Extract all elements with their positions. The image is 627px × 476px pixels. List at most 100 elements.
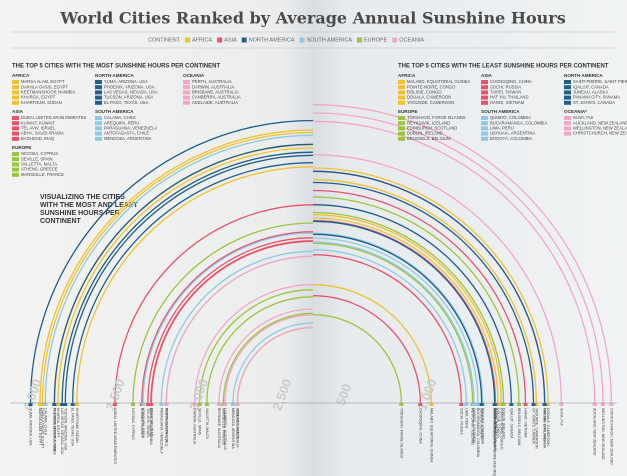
foot-label: TAIPEI, TAIWAN	[494, 408, 498, 435]
arc	[312, 249, 467, 404]
city-name: DAKHLA OASIS, EGYPT	[21, 84, 68, 89]
arc	[312, 181, 535, 404]
foot-label: SUVA, FIJI	[559, 408, 563, 426]
arc	[236, 326, 314, 404]
arc	[312, 314, 402, 404]
city-swatch	[398, 121, 405, 126]
foot-label: YAOUNDE, CAMEROON	[534, 408, 538, 449]
group-name: NORTH AMERICA	[95, 73, 135, 78]
group-name: SOUTH AMERICA	[95, 109, 134, 114]
legend-label: ASIA	[224, 37, 237, 43]
city-swatch	[564, 126, 571, 131]
arc	[41, 131, 314, 404]
foot-label: YUMA, ARIZONA, USA	[29, 408, 33, 446]
city-swatch	[12, 162, 19, 167]
city-name: DOUALA, CAMEROON	[407, 95, 451, 100]
foot-label: ABHA, SAUDI ARABIA	[149, 408, 153, 445]
city-swatch	[564, 90, 571, 95]
foot-label: SAINT-PIERRE, SAINT PIERRE AND MIQUELON	[493, 408, 497, 476]
city-swatch	[564, 131, 571, 136]
arc	[312, 189, 527, 404]
city-swatch	[481, 131, 488, 136]
city-swatch	[12, 90, 19, 95]
city-name: ATHENS, GREECE	[21, 167, 58, 172]
foot-label: DARWIN, AUSTRALIA	[193, 408, 197, 445]
arc	[232, 322, 314, 404]
foot-label: DOLISIE, CONGO	[496, 408, 500, 438]
city-name: DUBLIN, IRELAND	[407, 131, 443, 136]
arcs	[29, 104, 612, 404]
arc-foot	[112, 403, 117, 406]
foot-label: BRISBANE, AUSTRALIA	[217, 408, 221, 449]
arc-foot	[52, 403, 57, 406]
arc	[312, 233, 483, 404]
arc-foot	[476, 403, 480, 406]
city-name: HANOI, VIETNAM	[490, 100, 525, 105]
legend-swatch	[392, 37, 398, 43]
arc-foot	[74, 403, 79, 406]
city-swatch	[481, 85, 488, 90]
arc-foot	[559, 403, 564, 406]
city-swatch	[183, 90, 190, 95]
city-swatch	[95, 80, 102, 84]
arc-foot	[145, 403, 150, 406]
foot-label: WELLINGTON, NEW ZEALAND	[601, 408, 605, 460]
group-name: ASIA	[12, 109, 24, 114]
city-swatch	[398, 131, 405, 136]
legend-label: SOUTH AMERICA	[306, 37, 352, 43]
arc-foot	[464, 403, 469, 406]
city-name: YUMA, ARIZONA, USA	[104, 79, 148, 84]
city-swatch	[95, 100, 102, 105]
city-swatch	[183, 80, 190, 84]
legend-label: NORTH AMERICA	[249, 37, 295, 43]
group-name: EUROPE	[398, 109, 417, 114]
foot-label: DUBAI, UNITED ARAB EMIRATES	[113, 408, 117, 465]
foot-label: SOCHI, RUSSIA	[459, 408, 463, 435]
city-name: LIMA, PERU	[490, 126, 514, 131]
city-name: PERTH, AUSTRALIA	[192, 79, 232, 84]
city-name: PHOENIX, ARIZONA, USA	[104, 84, 155, 89]
group-name: EUROPE	[12, 145, 31, 150]
arc	[160, 250, 314, 404]
arc-foot	[418, 403, 423, 406]
city-name: MENDOZA, ARGENTINA	[104, 136, 152, 141]
arc	[312, 112, 604, 404]
arc-foot	[542, 403, 547, 406]
city-name: REYKJAVIK, ICELAND	[407, 120, 450, 125]
arc-foot	[38, 403, 42, 406]
city-name: ANTOFAGASTA, CHILE	[104, 131, 149, 136]
city-name: KEETMANSHOOP, NAMIBIA	[21, 90, 76, 95]
city-name: KUWAIT, KUWAIT	[21, 120, 56, 125]
city-name: CHRISTCHURCH, NEW ZEALAND	[573, 131, 627, 136]
foot-label: HAT YAI, THAILAND	[543, 408, 547, 441]
arc-foot	[499, 403, 504, 406]
arc-foot	[197, 403, 202, 406]
arc	[312, 254, 462, 404]
foot-label: EDINBURGH, SCOTLAND	[493, 408, 497, 452]
city-swatch	[564, 100, 571, 105]
city-name: ST. JOHN'S, CANADA	[573, 100, 615, 105]
arc	[114, 204, 314, 404]
legend-swatch	[217, 37, 223, 43]
foot-label: ATHENS, GREECE	[236, 408, 240, 440]
city-name: KHARTOUM, SUDAN	[21, 100, 62, 105]
foot-label: KUWAIT, KUWAIT	[140, 408, 144, 438]
arc	[312, 237, 479, 404]
arc-foot	[531, 403, 536, 406]
city-name: YAOUNDE, CAMEROON	[407, 100, 454, 105]
arc-foot	[501, 403, 506, 406]
city-name: BRISBANE, AUSTRALIA	[192, 90, 239, 95]
city-swatch	[481, 121, 488, 126]
arc-foot	[496, 403, 500, 406]
arc	[312, 242, 474, 404]
arc	[312, 120, 596, 404]
city-name: DUBAI, UNITED ARAB EMIRATES	[21, 115, 87, 120]
city-name: IQALUIT, CANADA	[573, 84, 609, 89]
foot-label: KHARGA, EGYPT	[56, 408, 60, 438]
arc-foot	[509, 403, 514, 406]
arc-foot	[204, 403, 209, 406]
city-name: AREQUIPA, PERU	[104, 120, 139, 125]
city-name: PANAMA CITY, PANAMA	[573, 95, 620, 100]
city-swatch	[95, 126, 102, 131]
arc-foot	[517, 403, 521, 406]
